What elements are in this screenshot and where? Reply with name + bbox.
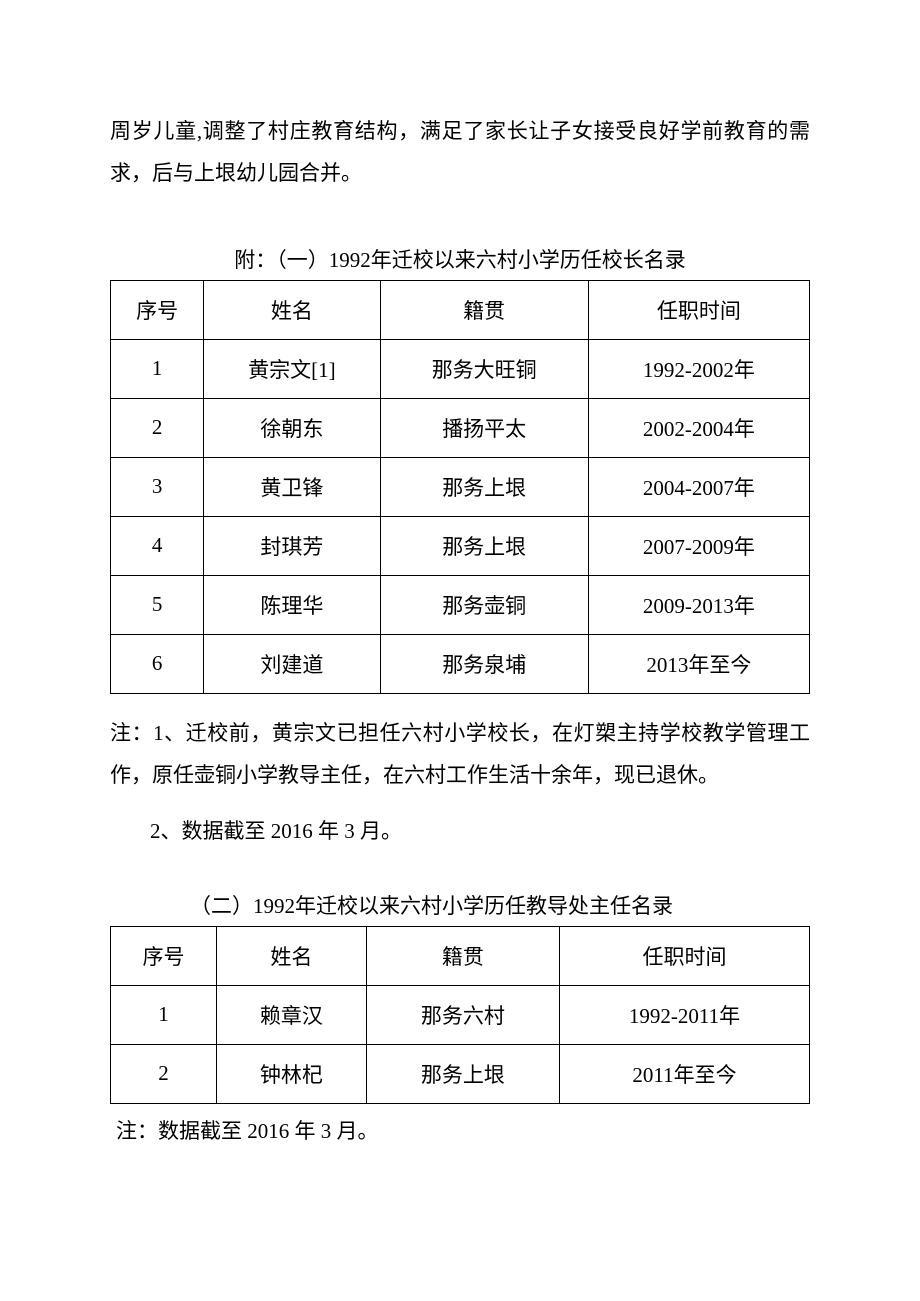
- note-2: 2、数据截至 2016 年 3 月。: [110, 810, 810, 852]
- cell-period-suffix: 年至今: [688, 653, 751, 677]
- note-text: 月。: [360, 819, 402, 843]
- note-month: 3: [339, 819, 360, 843]
- cell-origin: 那务六村: [366, 985, 559, 1044]
- note-body: 、迁校前，黄宗文已担任六村小学校长，在灯槊主持学校教学管理工作，原任壶铜小学教导…: [110, 721, 810, 787]
- cell-seq: 5: [152, 592, 163, 616]
- note-text: 月。: [337, 1119, 379, 1143]
- note-text: 年: [318, 819, 339, 843]
- cell-period-suffix: 年: [734, 594, 755, 618]
- table-row: 6 刘建道 那务泉埔 2013年至今: [111, 634, 810, 693]
- title-suffix: 年迁校以来六村小学历任校长名录: [371, 248, 686, 272]
- cell-name: 黄宗文: [248, 358, 311, 382]
- table-row: 4 封琪芳 那务上垠 2007-2009年: [111, 516, 810, 575]
- cell-name: 赖章汉: [260, 1004, 323, 1028]
- note-3: 注：数据截至 2016 年 3 月。: [110, 1110, 810, 1152]
- title-prefix: 附：（一）: [234, 248, 329, 272]
- cell-seq: 2: [158, 1061, 169, 1085]
- cell-seq: 2: [152, 415, 163, 439]
- col-origin: 籍贯: [366, 926, 559, 985]
- cell-period-suffix: 年: [719, 1004, 740, 1028]
- table-row: 5 陈理华 那务壶铜 2009-2013年: [111, 575, 810, 634]
- table-row: 2 钟林杞 那务上垠 2011年至今: [111, 1044, 810, 1103]
- title-year: 1992: [329, 248, 371, 272]
- cell-name: 刘建道: [260, 653, 323, 677]
- note-year: 2016: [266, 819, 319, 843]
- note-prefix: 注：: [110, 721, 153, 745]
- title-suffix: 年迁校以来六村小学历任教导处主任名录: [295, 894, 673, 918]
- table-row: 3 黄卫锋 那务上垠 2004-2007年: [111, 457, 810, 516]
- principals-table: 序号 姓名 籍贯 任职时间 1 黄宗文[1] 那务大旺铜 1992-2002年 …: [110, 280, 810, 694]
- deans-table: 序号 姓名 籍贯 任职时间 1 赖章汉 那务六村 1992-2011年 2 钟林…: [110, 926, 810, 1104]
- cell-period-years: 1992-2011: [629, 1004, 719, 1028]
- col-origin: 籍贯: [380, 280, 588, 339]
- cell-period-suffix: 年: [734, 535, 755, 559]
- cell-period-suffix: 年: [734, 476, 755, 500]
- cell-origin: 那务上垠: [380, 516, 588, 575]
- table-1-title: 附：（一）1992年迁校以来六村小学历任校长名录: [110, 242, 810, 280]
- cell-name: 黄卫锋: [260, 476, 323, 500]
- cell-seq: 6: [152, 651, 163, 675]
- cell-period-years: 2007-2009: [643, 535, 734, 559]
- note-year: 2016: [242, 1119, 295, 1143]
- cell-seq: 1: [158, 1002, 169, 1026]
- cell-period-years: 2002-2004: [643, 417, 734, 441]
- cell-seq: 3: [152, 474, 163, 498]
- cell-name: 钟林杞: [260, 1063, 323, 1087]
- title-year: 1992: [253, 894, 295, 918]
- note-num: 2: [150, 819, 161, 843]
- cell-origin: 播扬平太: [380, 398, 588, 457]
- table-header-row: 序号 姓名 籍贯 任职时间: [111, 926, 810, 985]
- cell-name-ref: [1]: [311, 358, 336, 382]
- cell-period-years: 2004-2007: [643, 476, 734, 500]
- cell-seq: 1: [152, 356, 163, 380]
- note-num: 1: [153, 721, 164, 745]
- col-period: 任职时间: [560, 926, 810, 985]
- table-row: 2 徐朝东 播扬平太 2002-2004年: [111, 398, 810, 457]
- body-paragraph: 周岁儿童,调整了村庄教育结构，满足了家长让子女接受良好学前教育的需求，后与上垠幼…: [110, 110, 810, 194]
- col-name: 姓名: [204, 280, 380, 339]
- cell-name: 徐朝东: [260, 417, 323, 441]
- table-row: 1 黄宗文[1] 那务大旺铜 1992-2002年: [111, 339, 810, 398]
- table-header-row: 序号 姓名 籍贯 任职时间: [111, 280, 810, 339]
- cell-origin: 那务上垠: [366, 1044, 559, 1103]
- note-month: 3: [316, 1119, 337, 1143]
- cell-name: 封琪芳: [260, 535, 323, 559]
- cell-period-suffix: 年: [734, 417, 755, 441]
- col-seq: 序号: [111, 280, 204, 339]
- cell-name: 陈理华: [260, 594, 323, 618]
- col-name: 姓名: [217, 926, 367, 985]
- cell-origin: 那务泉埔: [380, 634, 588, 693]
- table-row: 1 赖章汉 那务六村 1992-2011年: [111, 985, 810, 1044]
- col-period: 任职时间: [588, 280, 809, 339]
- cell-origin: 那务上垠: [380, 457, 588, 516]
- note-text: 年: [295, 1119, 316, 1143]
- cell-origin: 那务壶铜: [380, 575, 588, 634]
- cell-period-years: 1992-2002: [643, 358, 734, 382]
- col-seq: 序号: [111, 926, 217, 985]
- note-text: 、数据截至: [161, 819, 266, 843]
- cell-period-years: 2011: [632, 1063, 673, 1087]
- cell-period-years: 2009-2013: [643, 594, 734, 618]
- cell-period-suffix: 年: [734, 358, 755, 382]
- table-2-title: （二）1992年迁校以来六村小学历任教导处主任名录: [110, 888, 810, 926]
- title-prefix: （二）: [190, 894, 253, 918]
- cell-period-years: 2013: [646, 653, 688, 677]
- cell-seq: 4: [152, 533, 163, 557]
- cell-origin: 那务大旺铜: [380, 339, 588, 398]
- cell-period-suffix: 年至今: [674, 1063, 737, 1087]
- note-prefix: 注：数据截至: [116, 1119, 242, 1143]
- note-1: 注：1、迁校前，黄宗文已担任六村小学校长，在灯槊主持学校教学管理工作，原任壶铜小…: [110, 712, 810, 796]
